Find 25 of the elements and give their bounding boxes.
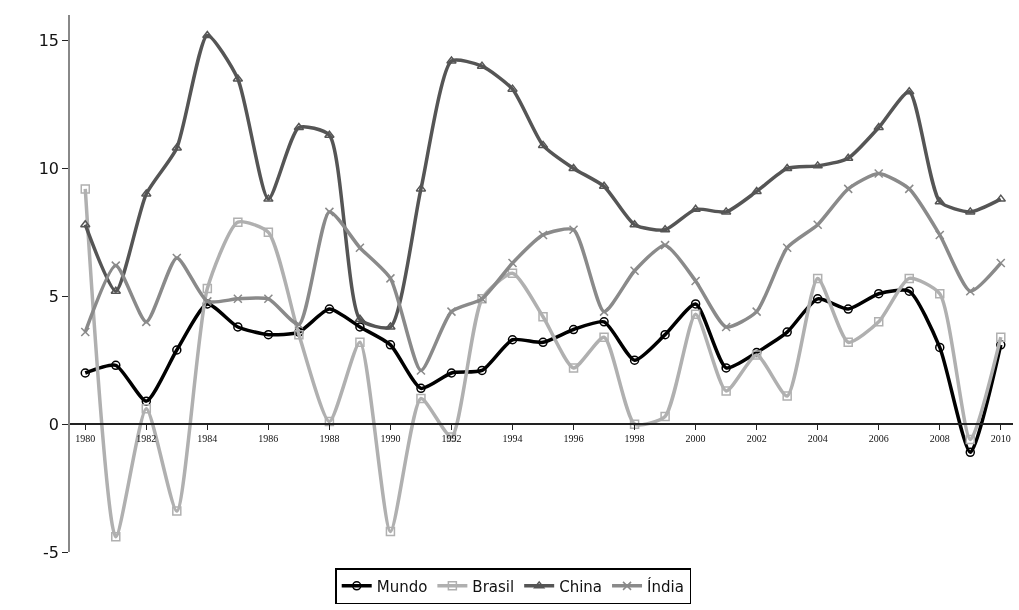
legend-label: Mundo — [376, 577, 428, 596]
x-tick-label: 2008 — [929, 432, 950, 444]
y-tick-label: 10 — [38, 159, 60, 179]
y-tick-label: 15 — [38, 31, 60, 51]
x-tick-label: 2000 — [685, 432, 706, 444]
x-tick-label: 1998 — [624, 432, 645, 444]
x-tick-label: 1982 — [136, 432, 157, 444]
x-tick-label: 2010 — [990, 432, 1011, 444]
y-tick-label: 0 — [48, 414, 60, 434]
y-tick-label: -5 — [43, 542, 60, 562]
x-tick-label: 1996 — [563, 432, 584, 444]
x-tick-label: 1994 — [502, 432, 523, 444]
legend-label: China — [559, 577, 603, 596]
x-tick-label: 1990 — [380, 432, 401, 444]
x-tick-label: 1980 — [75, 432, 96, 444]
x-tick-label: 1986 — [258, 432, 279, 444]
x-tick-label: 1988 — [319, 432, 340, 444]
x-tick-label: 1984 — [197, 432, 218, 444]
x-tick-label: 2006 — [868, 432, 889, 444]
x-tick-label: 2004 — [807, 432, 828, 444]
y-tick-label: 5 — [48, 286, 60, 306]
legend-label: Brasil — [472, 577, 515, 596]
x-tick-label: 1992 — [441, 432, 462, 444]
legend-label: Índia — [647, 576, 684, 596]
x-tick-label: 2002 — [746, 432, 767, 444]
